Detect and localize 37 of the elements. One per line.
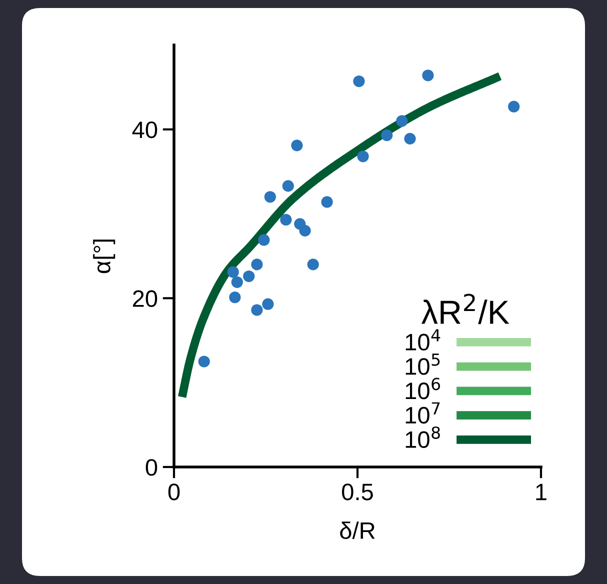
point: [198, 356, 210, 368]
point: [264, 191, 276, 203]
point: [291, 140, 303, 152]
point: [258, 234, 270, 246]
point: [381, 130, 393, 142]
point: [404, 132, 416, 144]
point: [227, 266, 239, 278]
y-tick-label: 40: [132, 121, 158, 138]
legend-label: 10$^{8}$: [406, 426, 440, 448]
point: [422, 70, 434, 82]
legend-label: 10$^{7}$: [406, 402, 440, 424]
legend-title: λR$^{2}$/K: [422, 294, 510, 324]
point: [357, 150, 369, 162]
x-tick-label: 0.5: [342, 484, 373, 500]
legend-label: 10$^{6}$: [406, 378, 440, 400]
y-tick-label: 0: [146, 459, 158, 476]
legend-label: 10$^{4}$: [406, 329, 440, 351]
point: [229, 292, 241, 304]
x-tick-label: 1: [536, 484, 546, 500]
point: [251, 258, 263, 270]
legend-label: 10$^{5}$: [406, 354, 440, 375]
point: [251, 304, 263, 316]
point: [282, 180, 294, 192]
point: [243, 270, 255, 282]
y-tick-label: 20: [132, 290, 158, 307]
point: [231, 276, 243, 288]
x-tick-label: 0: [168, 484, 180, 500]
point: [299, 224, 311, 236]
x-axis-title: δ/R: [340, 522, 375, 539]
point: [321, 196, 333, 208]
point: [353, 75, 365, 88]
point: [280, 214, 292, 226]
point: [307, 258, 319, 270]
point: [396, 115, 408, 127]
y-axis-title: α[°]: [93, 240, 116, 274]
point: [508, 100, 520, 112]
point: [262, 298, 274, 310]
